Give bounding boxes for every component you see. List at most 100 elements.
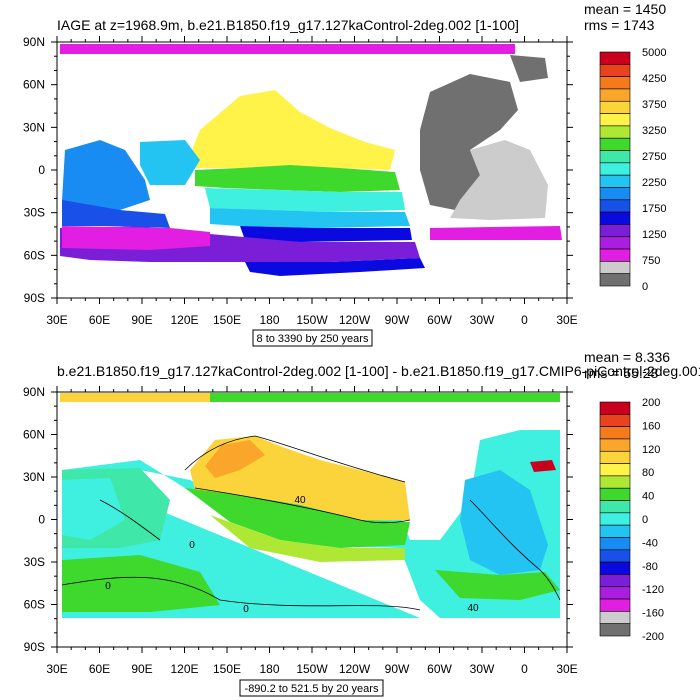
colorbar-label: 4250 xyxy=(642,73,666,85)
colorbar-label: 120 xyxy=(642,444,660,456)
colorbar-swatch xyxy=(599,100,631,114)
panel-1-x-labels: 30E 60E 90E 120E 150E 180 150W 120W 90W 60W 30W 0 30… xyxy=(46,313,577,327)
panel-2-contour-line xyxy=(99,499,161,541)
colorbar-label: -40 xyxy=(642,537,658,549)
colorbar-label: 0 xyxy=(642,281,648,293)
panel-2-contour-label: 40 xyxy=(467,603,479,614)
panel-2-contour-line xyxy=(61,576,421,611)
panel-1-pacific-green xyxy=(195,165,400,192)
colorbar-label: 1750 xyxy=(642,203,666,215)
x-tick-label: 30E xyxy=(556,313,577,327)
panel-2-arctic-green xyxy=(210,393,560,402)
y-tick-label: 60S xyxy=(24,248,45,262)
panel-1-southern-blue xyxy=(245,258,425,276)
panel-2-arctic-yellow xyxy=(60,393,210,402)
colorbar-label: 2750 xyxy=(642,151,666,163)
y-tick-label: 0 xyxy=(38,513,45,527)
colorbar-swatch xyxy=(599,414,631,427)
panel-2: b.e21.B1850.f19_g17.127kaControl-2deg.00… xyxy=(23,349,700,697)
x-tick-label: 90E xyxy=(131,313,152,327)
x-tick-label: 180 xyxy=(259,313,279,327)
colorbar-swatch xyxy=(599,500,631,514)
colorbar-label: 5000 xyxy=(642,47,666,59)
colorbar-label: -80 xyxy=(642,561,658,573)
panel-1-pacific-blue xyxy=(240,226,412,242)
panel-2-contour-line xyxy=(194,487,411,524)
panel-1-indian-lightblue xyxy=(62,140,150,212)
colorbar-swatch xyxy=(599,561,631,575)
colorbar-swatch xyxy=(599,174,631,188)
colorbar-swatch xyxy=(599,261,631,274)
colorbar-label: -200 xyxy=(642,631,664,643)
colorbar-label: 0 xyxy=(642,514,648,526)
colorbar-swatch xyxy=(599,611,631,624)
colorbar-label: 200 xyxy=(642,397,660,409)
y-tick-label: 30S xyxy=(24,206,45,220)
panel-2-contour-label: 0 xyxy=(243,604,249,615)
colorbar-swatch xyxy=(599,463,631,477)
colorbar-swatch xyxy=(599,401,631,415)
y-tick-label: 60N xyxy=(23,428,45,442)
colorbar-swatch xyxy=(599,475,631,489)
y-tick-label: 90N xyxy=(23,35,45,49)
colorbar-label: -160 xyxy=(642,608,664,620)
colorbar-swatch xyxy=(599,438,631,452)
panel-1-mean: mean = 1450 xyxy=(584,1,666,17)
x-tick-label: 150W xyxy=(296,662,328,676)
panel-2-atlantic-green xyxy=(435,570,560,600)
colorbar-swatch xyxy=(599,586,631,600)
x-tick-label: 30E xyxy=(46,313,67,327)
panel-1-colorbar-labels: 5000 4250 3750 3250 2750 2250 1750 1250 750 0 xyxy=(642,47,666,293)
panel-2-red-patch xyxy=(530,460,556,472)
panel-2-contour-line xyxy=(184,435,406,483)
x-tick-label: 0 xyxy=(521,662,528,676)
x-tick-label: 120W xyxy=(339,662,371,676)
x-tick-label: 180 xyxy=(259,662,279,676)
panel-2-mean: mean = 8.336 xyxy=(584,349,670,365)
y-tick-label: 30N xyxy=(23,470,45,484)
panel-2-atlantic-lightblue xyxy=(460,470,548,575)
x-tick-label: 60E xyxy=(89,313,110,327)
panel-1-pacific-yellow xyxy=(185,90,395,170)
panel-2-x-labels: 30E 60E 90E 120E 150E 180 150W 120W 90W 60W 30W 0 30… xyxy=(46,662,577,676)
y-tick-label: 90N xyxy=(23,385,45,399)
panel-2-contour-label: 0 xyxy=(105,581,111,592)
x-tick-label: 120E xyxy=(170,662,198,676)
panel-2-title: b.e21.B1850.f19_g17.127kaControl-2deg.00… xyxy=(57,363,700,379)
colorbar-swatch xyxy=(599,598,631,612)
x-tick-label: 120E xyxy=(170,313,198,327)
x-tick-label: 60W xyxy=(427,662,452,676)
colorbar-swatch xyxy=(599,211,631,225)
panel-1-indian-purple xyxy=(62,226,210,250)
y-tick-label: 60N xyxy=(23,78,45,92)
colorbar-swatch xyxy=(599,113,631,127)
x-tick-label: 150E xyxy=(213,662,241,676)
panel-1-range-box xyxy=(252,329,373,347)
panel-1-west-pacific xyxy=(140,140,200,185)
colorbar-swatch xyxy=(599,273,631,287)
panel-1: IAGE at z=1968.9m, b.e21.B1850.f19_g17.1… xyxy=(23,1,666,347)
panel-2-ticks xyxy=(51,386,573,653)
panel-1-ticks xyxy=(51,36,573,304)
colorbar-swatch xyxy=(599,623,631,637)
colorbar-label: 80 xyxy=(642,467,654,479)
x-tick-label: 30W xyxy=(470,313,495,327)
panel-2-contour-label: 0 xyxy=(189,540,195,551)
colorbar-swatch xyxy=(599,150,631,164)
panel-1-atlantic-south xyxy=(430,226,562,240)
panel-1-atlantic-north xyxy=(510,55,548,82)
panel-1-atlantic-dark xyxy=(420,74,518,210)
colorbar-label: -120 xyxy=(642,584,664,596)
y-tick-label: 30N xyxy=(23,120,45,134)
panel-2-rms: rms = 55.28 xyxy=(584,365,659,381)
colorbar-label: 750 xyxy=(642,255,660,267)
panel-1-colorbar xyxy=(599,51,631,287)
panel-1-indian-blue xyxy=(62,200,170,228)
colorbar-swatch xyxy=(599,487,631,501)
panel-2-contour-line xyxy=(469,499,561,601)
panel-1-atlantic-light xyxy=(450,140,548,220)
colorbar-swatch xyxy=(599,51,631,65)
colorbar-label: 160 xyxy=(642,420,660,432)
panel-2-contour-label: 40 xyxy=(294,495,306,506)
